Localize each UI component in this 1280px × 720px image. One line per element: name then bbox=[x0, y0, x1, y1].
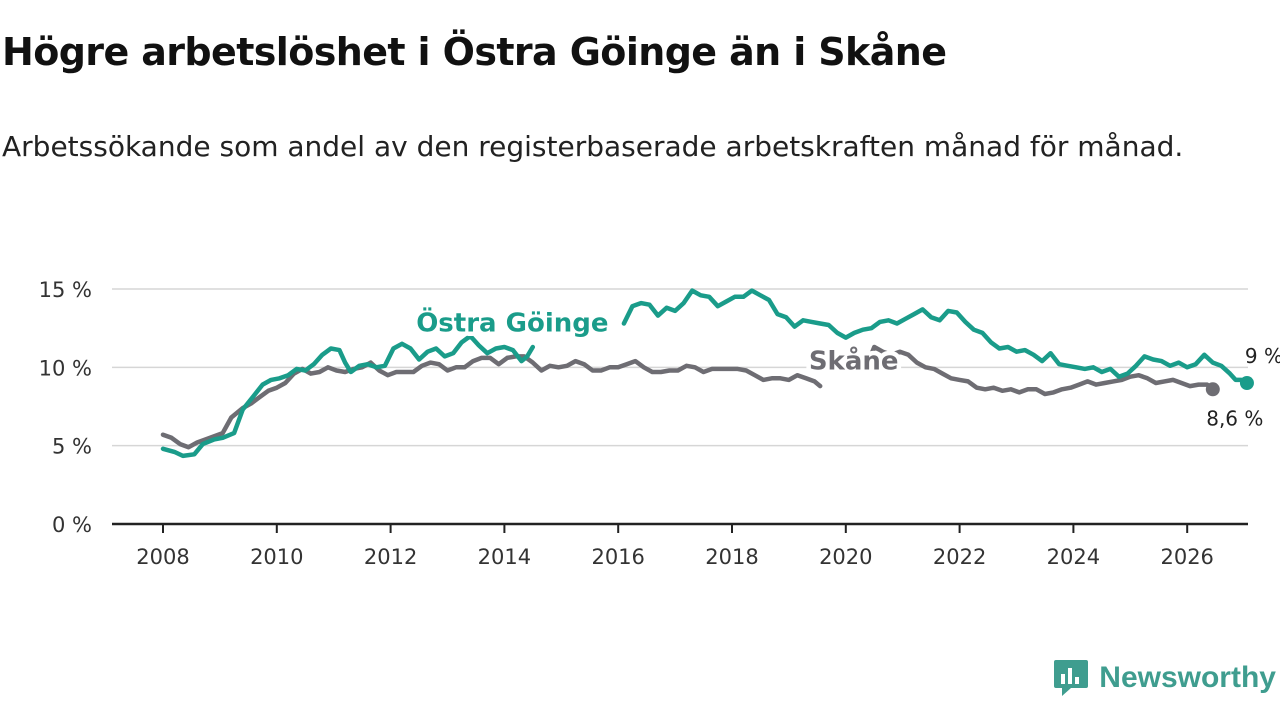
series-line-skane-b bbox=[866, 344, 1216, 397]
y-tick-label-5: 5 % bbox=[52, 435, 92, 459]
x-tick-label-2026: 2026 bbox=[1160, 545, 1213, 569]
x-tick-label-2016: 2016 bbox=[591, 545, 644, 569]
x-tick-label-2010: 2010 bbox=[250, 545, 303, 569]
y-tick-label-15: 15 % bbox=[39, 278, 92, 302]
end-label-skane: 8,6 % bbox=[1206, 406, 1263, 430]
y-axis-ticks: 0 % 5 % 10 % 15 % bbox=[39, 278, 92, 537]
end-point-skane bbox=[1205, 382, 1220, 397]
x-tick-label-2018: 2018 bbox=[705, 545, 758, 569]
chart-subtitle: Arbetssökande som andel av den registerb… bbox=[2, 130, 1184, 163]
end-label-ostra-goinge: 9 % bbox=[1245, 344, 1280, 368]
x-tick-label-2012: 2012 bbox=[364, 545, 417, 569]
series-line-skane-a bbox=[160, 354, 823, 450]
series-line-ostra-goinge-a bbox=[160, 333, 536, 459]
x-tick-label-2020: 2020 bbox=[819, 545, 872, 569]
series-label-ostra-goinge: Östra Göinge bbox=[416, 305, 608, 338]
x-tick-label-2008: 2008 bbox=[136, 545, 189, 569]
newsworthy-logo: Newsworthy bbox=[1053, 658, 1276, 698]
chart-title: Högre arbetslöshet i Östra Göinge än i S… bbox=[2, 30, 947, 74]
end-point-ostra-goinge bbox=[1239, 376, 1254, 390]
x-axis: 2008 2010 2012 2014 2016 2018 2020 2022 2024 2026 bbox=[112, 522, 1248, 569]
newsworthy-logo-icon bbox=[1054, 660, 1089, 696]
series-label-skane: Skåne bbox=[809, 345, 899, 377]
x-tick-label-2024: 2024 bbox=[1047, 545, 1100, 569]
series-line-ostra-goinge-b bbox=[621, 288, 1250, 386]
newsworthy-logo-text: Newsworthy bbox=[1099, 661, 1276, 694]
series-lines bbox=[160, 288, 1254, 459]
x-tick-label-2014: 2014 bbox=[478, 545, 531, 569]
y-tick-label-10: 10 % bbox=[39, 356, 92, 380]
x-tick-label-2022: 2022 bbox=[933, 545, 986, 569]
y-tick-label-0: 0 % bbox=[52, 513, 92, 537]
series-labels: Östra Göinge Skåne 9 % 8,6 % bbox=[412, 301, 1280, 430]
